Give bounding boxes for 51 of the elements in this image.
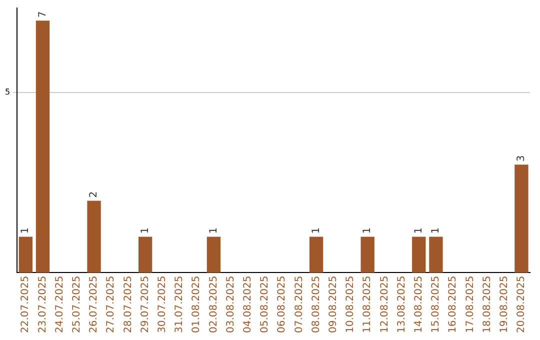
data-label: 1 bbox=[20, 227, 32, 234]
x-tick-label: 18.08.2025 bbox=[482, 276, 493, 334]
bar bbox=[138, 236, 152, 273]
x-tick-label: 19.08.2025 bbox=[498, 276, 510, 334]
x-tick-label: 07.08.2025 bbox=[294, 276, 305, 334]
x-tick-label: 16.08.2025 bbox=[448, 276, 459, 334]
x-tick-label: 28.07.2025 bbox=[122, 276, 134, 334]
bar bbox=[18, 236, 32, 273]
data-label: 3 bbox=[516, 155, 528, 162]
bar bbox=[514, 164, 528, 273]
x-tick-label: 26.07.2025 bbox=[88, 276, 100, 334]
x-tick-label: 15.08.2025 bbox=[430, 276, 442, 334]
x-tick-label: 23.07.2025 bbox=[37, 276, 48, 334]
data-label: 1 bbox=[430, 227, 442, 234]
x-tick-label: 17.08.2025 bbox=[464, 276, 476, 334]
x-tick-label: 22.07.2025 bbox=[20, 276, 32, 334]
x-tick-label: 01.08.2025 bbox=[191, 276, 202, 334]
x-tick-label: 10.08.2025 bbox=[345, 276, 356, 334]
x-tick-label: 08.08.2025 bbox=[310, 276, 322, 334]
data-label: 1 bbox=[310, 227, 322, 234]
data-label: 1 bbox=[208, 227, 220, 234]
x-tick-label: 13.08.2025 bbox=[396, 276, 408, 334]
x-tick-label: 11.08.2025 bbox=[362, 276, 374, 334]
data-label: 1 bbox=[413, 227, 424, 234]
x-tick-label: 25.07.2025 bbox=[72, 276, 83, 334]
x-tick-label: 06.08.2025 bbox=[276, 276, 288, 334]
x-tick-label: 12.08.2025 bbox=[379, 276, 390, 334]
bar bbox=[206, 236, 221, 273]
x-tick-label: 02.08.2025 bbox=[208, 276, 220, 334]
x-tick-label: 24.07.2025 bbox=[54, 276, 66, 334]
bar bbox=[429, 236, 443, 273]
x-tick-label: 05.08.2025 bbox=[260, 276, 271, 334]
data-label: 7 bbox=[37, 11, 48, 18]
x-tick-label: 30.07.2025 bbox=[157, 276, 168, 334]
x-tick-label: 09.08.2025 bbox=[328, 276, 339, 334]
bar bbox=[309, 236, 324, 273]
data-label: 1 bbox=[140, 227, 151, 234]
x-tick-label: 27.07.2025 bbox=[106, 276, 117, 334]
x-tick-label: 20.08.2025 bbox=[516, 276, 528, 334]
data-label: 1 bbox=[362, 227, 374, 234]
bar bbox=[36, 20, 50, 273]
bar bbox=[412, 236, 426, 273]
x-tick-label: 04.08.2025 bbox=[242, 276, 254, 334]
bar bbox=[360, 236, 374, 273]
bar bbox=[87, 200, 101, 273]
x-tick-label: 03.08.2025 bbox=[225, 276, 236, 334]
data-label: 2 bbox=[88, 191, 100, 198]
x-tick-label: 31.07.2025 bbox=[174, 276, 186, 334]
x-tick-label: 14.08.2025 bbox=[413, 276, 424, 334]
y-tick-label: 5 bbox=[4, 88, 10, 97]
x-tick-label: 29.07.2025 bbox=[140, 276, 151, 334]
